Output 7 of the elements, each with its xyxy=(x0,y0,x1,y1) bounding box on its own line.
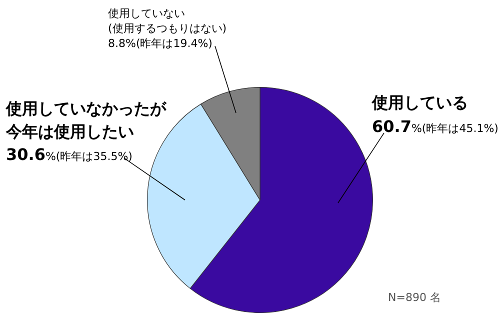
data-label: 30.6%(昨年は35.5%) xyxy=(6,145,132,164)
slice-label: 使用していない(使用するつもりはない) xyxy=(108,6,227,35)
data-label: 8.8%(昨年は19.4%) xyxy=(108,36,212,50)
data-label: 60.7%(昨年は45.1%) xyxy=(372,117,498,136)
slice-label: 使用していなかったが今年は使用したい xyxy=(5,99,167,142)
slice-label: 使用している xyxy=(371,93,468,112)
text: N=890 名 xyxy=(388,290,441,304)
